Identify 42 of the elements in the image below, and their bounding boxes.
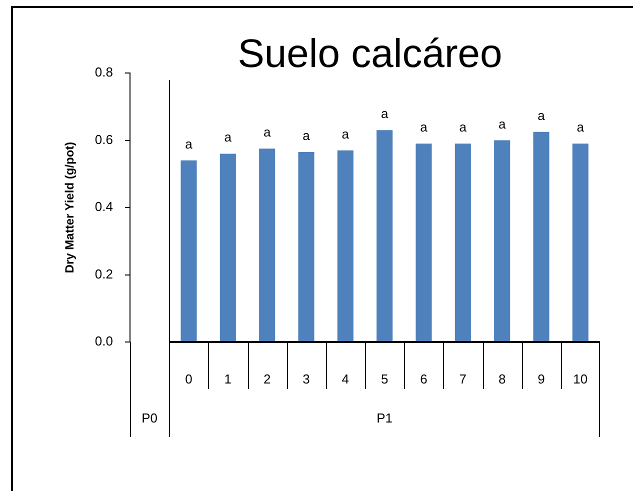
bar xyxy=(454,144,471,342)
annotation: a xyxy=(224,130,232,145)
annotation: a xyxy=(576,120,585,135)
bar xyxy=(533,132,550,342)
x-tick-label: 1 xyxy=(224,371,232,386)
x-tick-label: 5 xyxy=(380,371,388,386)
bar xyxy=(220,154,236,342)
annotation: a xyxy=(185,136,194,152)
bar xyxy=(180,160,197,342)
x-tick-label: 3 xyxy=(302,371,310,386)
y-tick-label: 0.2 xyxy=(94,266,113,282)
x-tick-label: 0 xyxy=(185,371,192,386)
annotation: a xyxy=(420,120,428,135)
annotation: a xyxy=(302,128,311,144)
text: P1 xyxy=(376,410,393,426)
annotation: a xyxy=(459,120,468,135)
bar xyxy=(494,140,510,342)
y-axis-title: Dry Matter Yield (g/pot) xyxy=(62,142,77,274)
bar xyxy=(259,148,276,342)
x-tick-label: 4 xyxy=(342,371,350,386)
bar xyxy=(298,152,314,342)
y-tick-label: 0.4 xyxy=(94,199,113,214)
x-tick-label: 10 xyxy=(573,371,588,386)
bar xyxy=(416,144,432,342)
x-tick-label: 2 xyxy=(263,371,271,386)
annotation: a xyxy=(380,106,389,122)
x-tick-label: 7 xyxy=(459,371,467,386)
chart-title: Suelo calcáreo xyxy=(236,32,504,76)
y-tick-label: 0.0 xyxy=(94,334,113,349)
bar xyxy=(376,130,393,342)
y-tick-label: 0.8 xyxy=(94,64,113,80)
annotation: a xyxy=(498,116,506,132)
bar xyxy=(337,150,354,342)
text: P0 xyxy=(142,410,158,426)
x-tick-label: 9 xyxy=(538,371,545,386)
annotation: a xyxy=(263,124,272,140)
bar xyxy=(572,144,588,342)
annotation: a xyxy=(342,126,350,142)
annotation: a xyxy=(538,108,546,123)
x-tick-label: 8 xyxy=(498,371,506,386)
x-tick-label: 6 xyxy=(420,371,428,386)
y-tick-label: 0.6 xyxy=(94,132,113,147)
